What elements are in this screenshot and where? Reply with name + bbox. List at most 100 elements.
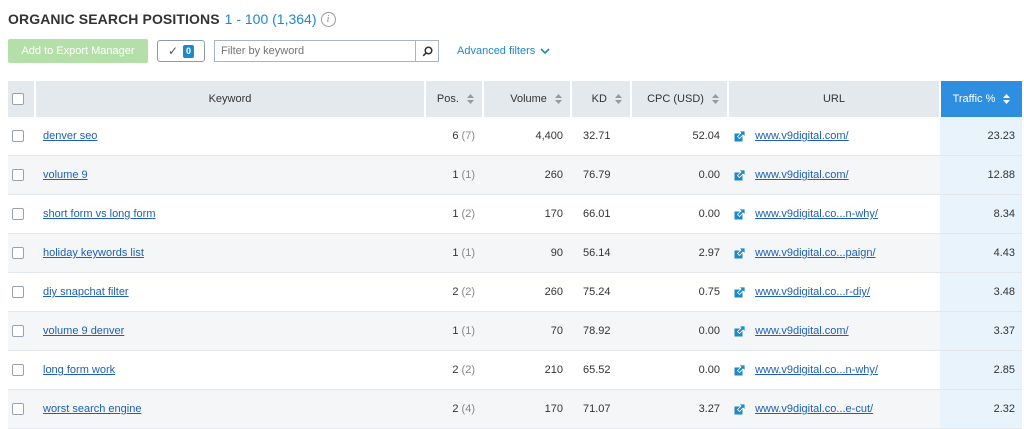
- keyword-column-header: Keyword: [35, 81, 426, 117]
- external-link-icon[interactable]: [734, 364, 745, 376]
- keyword-cell: volume 9 denver: [35, 311, 425, 351]
- kd-cell: 71.07: [571, 389, 631, 429]
- pos-cell: 1 (1): [425, 233, 483, 273]
- url-link[interactable]: www.v9digital.co...n-why/: [755, 364, 878, 377]
- url-link[interactable]: www.v9digital.com/: [755, 169, 849, 182]
- result-range: 1 - 100 (1,364): [224, 11, 317, 27]
- advanced-filters-link[interactable]: Advanced filters: [457, 45, 550, 57]
- row-checkbox[interactable]: [12, 364, 24, 377]
- traffic-cell: 12.88: [940, 155, 1022, 195]
- pos-cell: 2 (2): [425, 272, 483, 312]
- keyword-cell: short form vs long form: [35, 194, 425, 234]
- table-row: volume 9 denver 1 (1) 70 78.92 0.00 www.…: [8, 311, 1022, 351]
- info-icon[interactable]: i: [320, 11, 336, 27]
- volume-cell: 210: [483, 350, 571, 390]
- page-title: ORGANIC SEARCH POSITIONS: [8, 11, 220, 27]
- traffic-column-header[interactable]: Traffic %: [940, 81, 1022, 117]
- keyword-filter-input[interactable]: [215, 41, 415, 61]
- traffic-cell: 2.32: [940, 389, 1022, 429]
- url-link[interactable]: www.v9digital.co...n-why/: [755, 208, 878, 221]
- sort-icon: [555, 94, 562, 105]
- url-cell: www.v9digital.com/: [728, 117, 940, 156]
- volume-column-header[interactable]: Volume: [483, 81, 572, 117]
- table-row: volume 9 1 (1) 260 76.79 0.00 www.v9digi…: [8, 155, 1022, 195]
- external-link-icon[interactable]: [734, 403, 745, 415]
- external-link-icon[interactable]: [734, 208, 745, 220]
- pos-cell: 1 (1): [425, 311, 483, 351]
- volume-cell: 4,400: [483, 117, 571, 156]
- sort-icon: [467, 94, 474, 105]
- keyword-link[interactable]: volume 9 denver: [43, 325, 125, 337]
- search-icon: [422, 45, 433, 56]
- cpc-column-header[interactable]: CPC (USD): [631, 81, 729, 117]
- url-link[interactable]: www.v9digital.co...paign/: [755, 247, 876, 260]
- previous-pos-value: (1): [461, 247, 475, 259]
- row-select-cell: [8, 194, 35, 234]
- kd-cell: 65.52: [571, 350, 631, 390]
- kd-column-header[interactable]: KD: [571, 81, 632, 117]
- url-link[interactable]: www.v9digital.com/: [755, 325, 849, 338]
- keyword-cell: long form work: [35, 350, 425, 390]
- previous-pos-value: (2): [461, 286, 475, 298]
- pos-value: 1: [452, 325, 459, 337]
- previous-pos-value: (1): [461, 325, 475, 337]
- url-link[interactable]: www.v9digital.co...e-cut/: [755, 403, 874, 416]
- url-cell: www.v9digital.com/: [728, 311, 940, 351]
- table-row: long form work 2 (2) 210 65.52 0.00 www.…: [8, 350, 1022, 390]
- url-cell: www.v9digital.co...n-why/: [728, 194, 940, 234]
- sort-icon: [615, 94, 622, 105]
- keyword-link[interactable]: long form work: [43, 364, 116, 376]
- keyword-link[interactable]: denver seo: [43, 130, 98, 142]
- cpc-cell: 2.97: [631, 233, 728, 273]
- url-link[interactable]: www.v9digital.co...r-diy/: [755, 286, 870, 299]
- kd-cell: 56.14: [571, 233, 631, 273]
- pos-value: 2: [452, 286, 459, 298]
- external-link-icon[interactable]: [734, 286, 745, 298]
- row-select-cell: [8, 350, 35, 390]
- pos-column-header[interactable]: Pos.: [425, 81, 484, 117]
- keyword-link[interactable]: volume 9: [43, 169, 88, 181]
- table-header-row: Keyword Pos. Volume KD CPC (USD) URL: [8, 81, 1022, 117]
- kd-cell: 32.71: [571, 117, 631, 156]
- row-checkbox[interactable]: [12, 247, 24, 260]
- traffic-cell: 8.34: [940, 194, 1022, 234]
- pos-cell: 6 (7): [425, 117, 483, 156]
- row-checkbox[interactable]: [12, 208, 24, 221]
- table-row: diy snapchat filter 2 (2) 260 75.24 0.75…: [8, 272, 1022, 312]
- traffic-cell: 3.48: [940, 272, 1022, 312]
- keyword-link[interactable]: short form vs long form: [43, 208, 156, 220]
- selected-toggle-button[interactable]: ✓ 0: [157, 40, 205, 62]
- row-checkbox[interactable]: [12, 403, 24, 416]
- page-header: ORGANIC SEARCH POSITIONS 1 - 100 (1,364)…: [8, 8, 336, 30]
- url-cell: www.v9digital.co...n-why/: [728, 350, 940, 390]
- kd-header-label: KD: [591, 93, 607, 105]
- advanced-filters-label: Advanced filters: [457, 45, 536, 57]
- url-cell: www.v9digital.co...e-cut/: [728, 389, 940, 429]
- select-all-checkbox[interactable]: [12, 93, 24, 106]
- external-link-icon[interactable]: [734, 325, 745, 337]
- row-checkbox[interactable]: [12, 325, 24, 338]
- external-link-icon[interactable]: [734, 169, 745, 181]
- row-checkbox[interactable]: [12, 286, 24, 299]
- pos-value: 6: [452, 130, 459, 142]
- keyword-link[interactable]: worst search engine: [43, 403, 142, 415]
- table-row: short form vs long form 1 (2) 170 66.01 …: [8, 194, 1022, 234]
- keyword-link[interactable]: diy snapchat filter: [43, 286, 129, 298]
- url-link[interactable]: www.v9digital.com/: [755, 130, 849, 143]
- row-select-cell: [8, 311, 35, 351]
- add-to-export-manager-button[interactable]: Add to Export Manager: [8, 39, 148, 63]
- keyword-cell: holiday keywords list: [35, 233, 425, 273]
- row-checkbox[interactable]: [12, 169, 24, 182]
- row-checkbox[interactable]: [12, 130, 24, 143]
- pos-value: 1: [452, 169, 459, 181]
- previous-pos-value: (1): [461, 169, 475, 181]
- keyword-link[interactable]: holiday keywords list: [43, 247, 144, 259]
- keyword-cell: volume 9: [35, 155, 425, 195]
- external-link-icon[interactable]: [734, 130, 745, 142]
- previous-pos-value: (2): [461, 208, 475, 220]
- pos-cell: 1 (1): [425, 155, 483, 195]
- external-link-icon[interactable]: [734, 247, 745, 259]
- pos-cell: 2 (2): [425, 350, 483, 390]
- volume-cell: 170: [483, 194, 571, 234]
- search-button[interactable]: [415, 41, 438, 61]
